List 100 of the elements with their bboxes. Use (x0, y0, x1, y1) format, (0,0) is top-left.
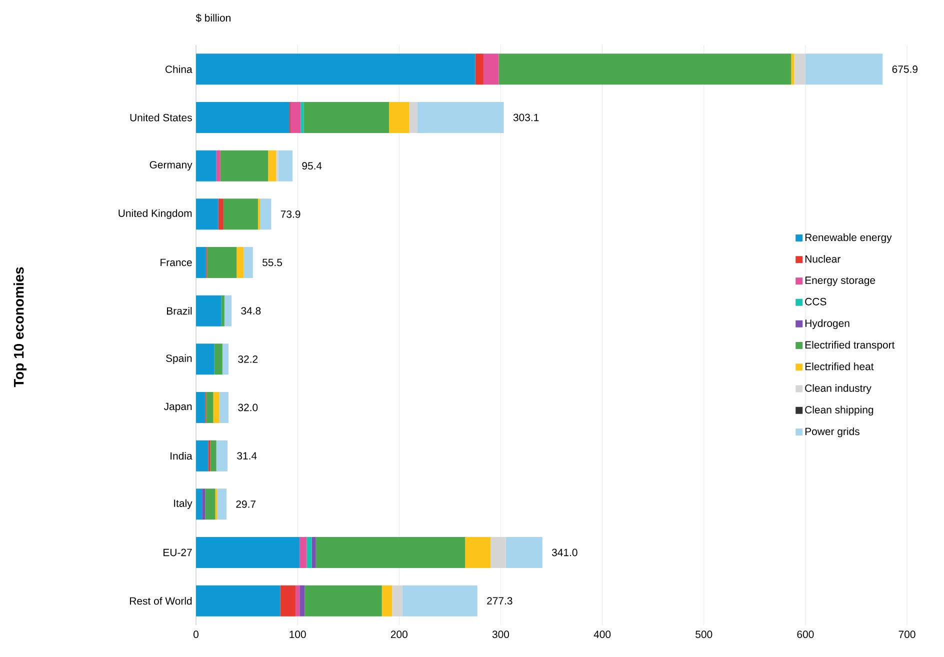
bar (196, 440, 208, 472)
bar (304, 585, 382, 616)
bar (402, 585, 478, 616)
total-label: 32.2 (238, 355, 258, 363)
bar (196, 198, 218, 230)
bar (219, 392, 229, 423)
bar (222, 344, 229, 375)
y-tick-label: Spain (166, 354, 192, 364)
bar (475, 54, 484, 85)
total-label: 32.0 (238, 404, 258, 412)
y-tick-label: India (170, 452, 192, 460)
bar (300, 536, 307, 568)
total-label: 675.9 (892, 65, 918, 73)
total-label: 55.5 (262, 258, 282, 266)
bar (498, 54, 792, 85)
y-tick-label: Germany (150, 161, 192, 171)
bar (483, 54, 499, 85)
x-tick-label: 300 (492, 630, 510, 638)
bar (236, 246, 244, 278)
y-tick-label: United States (130, 114, 192, 122)
bar (196, 150, 216, 182)
bar (490, 536, 506, 568)
x-tick-label: 0 (194, 630, 199, 638)
bar (417, 102, 504, 133)
legend-label: CCS (805, 298, 826, 306)
x-tick-label: 200 (390, 630, 408, 638)
bar (196, 392, 206, 423)
bar (196, 102, 290, 133)
chart-title: $ billion (196, 14, 230, 22)
bar (382, 585, 392, 616)
bar (465, 536, 491, 568)
bar (791, 54, 794, 85)
x-tick-label: 700 (898, 630, 916, 638)
text: Top 10 economies (14, 267, 27, 388)
legend-label: Electrified heat (805, 362, 874, 370)
bar (316, 536, 466, 568)
bar (218, 198, 224, 230)
bar (196, 536, 300, 568)
bar (216, 150, 220, 182)
bar (223, 198, 258, 230)
legend-label: Hydrogen (805, 319, 850, 330)
legend-label: Energy storage (805, 276, 876, 286)
total-label: 277.3 (487, 597, 512, 605)
y-tick-label: France (160, 258, 192, 266)
bar (244, 246, 253, 278)
bar (268, 150, 276, 182)
x-tick-label: 600 (797, 630, 814, 638)
bar (300, 585, 305, 616)
y-tick-label: Brazil (167, 306, 192, 315)
bar (312, 536, 316, 568)
bar (280, 585, 296, 616)
total-label: 34.8 (241, 307, 261, 315)
bar (392, 585, 402, 616)
total-label: 31.4 (237, 452, 257, 460)
bar (388, 102, 410, 133)
bar (300, 102, 304, 133)
bar (278, 150, 293, 182)
bar (260, 198, 272, 230)
bar (210, 440, 216, 472)
legend-label: Renewable energy (805, 233, 892, 244)
bar (217, 488, 226, 520)
x-tick-label: 400 (594, 630, 611, 638)
legend-label: Power grids (805, 427, 860, 438)
bar (304, 102, 389, 133)
bar (196, 295, 222, 326)
y-tick-label: EU-27 (164, 548, 192, 556)
bar (196, 488, 202, 520)
bar (290, 102, 301, 133)
bar (216, 440, 228, 472)
bar (794, 54, 806, 85)
bar (409, 102, 418, 133)
bar (220, 150, 268, 182)
bar (205, 488, 216, 520)
bar (196, 246, 206, 278)
x-tick-label: 500 (696, 630, 712, 638)
total-label: 303.1 (513, 114, 539, 122)
bar (213, 392, 220, 423)
total-label: 95.4 (302, 162, 322, 170)
y-tick-label: United Kingdom (118, 209, 192, 220)
y-tick-label: Italy (174, 499, 192, 510)
legend-label: Clean industry (805, 384, 872, 394)
bar (506, 536, 542, 568)
bar (196, 54, 476, 85)
total-label: 73.9 (280, 210, 300, 218)
bar (196, 344, 214, 375)
legend-label: Nuclear (805, 255, 840, 263)
bar (214, 344, 222, 375)
bar (207, 246, 237, 278)
bar (206, 392, 214, 423)
y-tick-label: Rest of World (130, 596, 192, 605)
bar (202, 488, 206, 520)
legend-label: Clean shipping (805, 406, 874, 416)
bar (196, 585, 280, 616)
bar (805, 54, 883, 85)
y-tick-label: China (166, 65, 192, 74)
bar (221, 295, 224, 326)
total-label: 29.7 (236, 500, 256, 508)
bar (296, 585, 300, 616)
total-label: 341.0 (552, 548, 578, 556)
y-tick-label: Japan (164, 402, 192, 412)
